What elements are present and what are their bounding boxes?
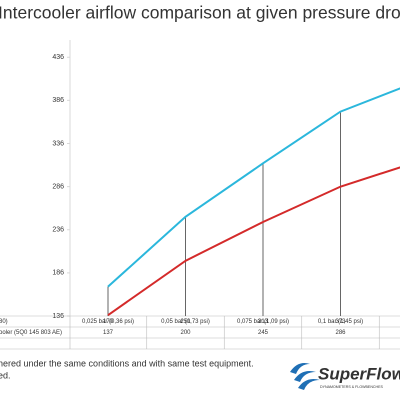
x-tick-label: 0,05 bar (0,73 psi) (161, 319, 210, 325)
table-value: 200 (180, 330, 191, 336)
logo-tagline: DYNAMOMETERS & FLOWBENCHES (320, 385, 384, 389)
y-tick-label: 436 (52, 54, 64, 61)
footnote: hered under the same conditions and with… (0, 358, 254, 368)
legend-label: 80) (0, 319, 8, 325)
table-value: 137 (103, 330, 114, 336)
table-value: 313 (258, 319, 269, 325)
table-value: 286 (335, 330, 346, 336)
series-line (107, 87, 400, 288)
table-value: 170 (103, 319, 114, 325)
plot: 136 186 236 286 336 386 436 0,025 bar (0,36 psi… (0, 40, 400, 350)
y-tick-label: 386 (52, 97, 64, 104)
logo: SuperFlow DYNAMOMETERS & FLOWBENCHES (290, 363, 400, 390)
x-tick-label: 0,1 bar (1,45 psi) (318, 319, 363, 325)
y-tick-label: 186 (52, 270, 64, 277)
y-tick-label: 236 (52, 227, 64, 234)
x-tick-label: 0,075 bar (1,09 psi) (237, 319, 289, 325)
table-value: 373 (335, 319, 346, 325)
table-value: 251 (180, 319, 191, 325)
series-line (107, 166, 400, 316)
chart-title: Intercooler airflow comparison at given … (0, 3, 400, 23)
y-tick-label: 136 (52, 313, 64, 320)
y-tick-label: 336 (52, 140, 64, 147)
table-value: 245 (258, 330, 269, 336)
legend-label: ooler (5Q0 145 803 AE) (0, 330, 62, 336)
y-tick-label: 286 (52, 183, 64, 190)
x-tick-label: 0,025 bar (0,36 psi) (82, 319, 134, 325)
logo-name: SuperFlow (318, 364, 400, 383)
logo-icon (290, 363, 320, 390)
footnote: ed. (0, 370, 11, 380)
